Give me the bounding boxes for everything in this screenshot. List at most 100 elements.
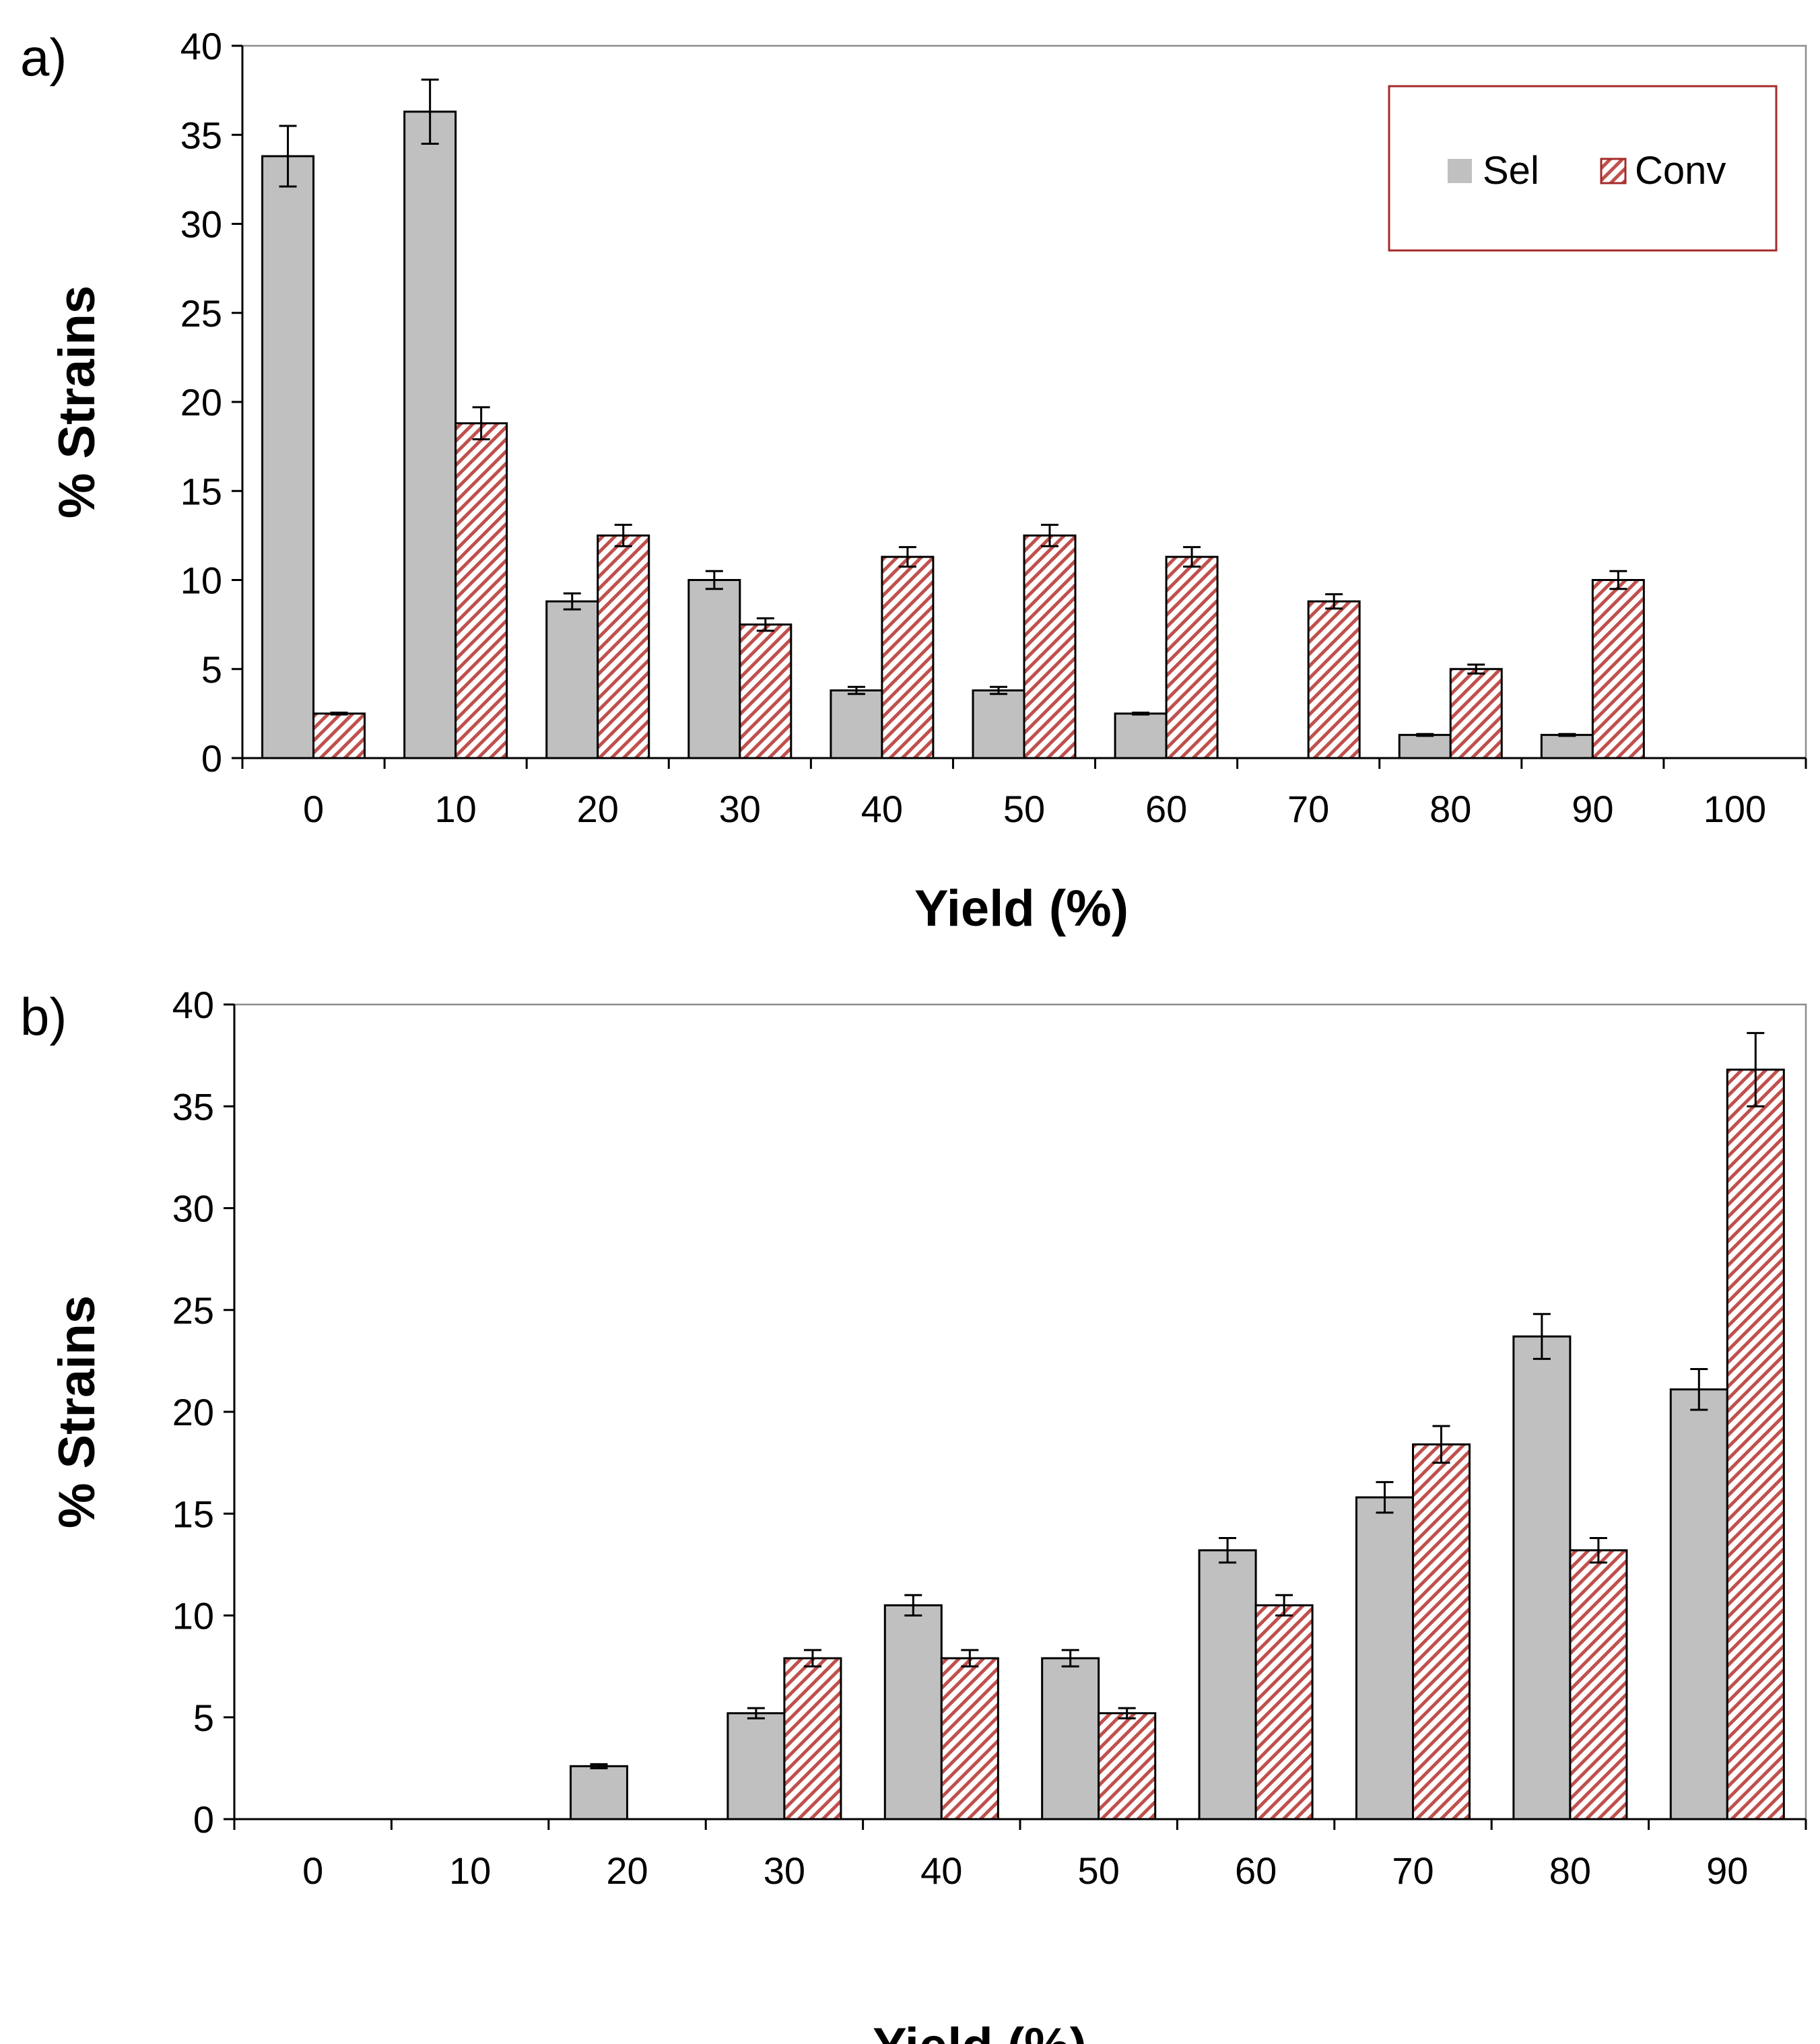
bar-sel [1669,1388,1728,1820]
bar-conv [454,422,508,759]
y-axis-title-a: % Strains [48,285,106,518]
x-axis-a: 0 10 20 30 40 50 60 70 80 90 100 [241,757,1807,830]
bar-conv [1569,1549,1628,1820]
legend-swatch-conv [1600,158,1627,184]
error-bar-sel [1532,1313,1551,1360]
bars-b [569,1031,1785,1820]
bar-sel [727,1712,786,1820]
panel-label-b: b) [20,987,67,1046]
x-tick-label: 30 [764,1849,805,1892]
error-bar-conv [961,1649,979,1668]
bar-sel [1398,734,1452,759]
error-bar-conv [803,1649,821,1668]
error-bar-conv [1325,593,1343,610]
bar-sel [1355,1496,1414,1820]
x-tick-label: 90 [1572,788,1613,830]
x-tick-label: 10 [434,788,476,830]
bar-conv [1098,1712,1157,1820]
bar-conv [739,623,793,759]
bar-sel [1114,712,1168,759]
error-bar-sel [705,570,723,590]
y-axis-title-b: % Strains [48,1295,106,1528]
x-tick-label: 80 [1429,788,1471,830]
error-bar-conv [472,406,490,441]
bar-conv [1023,534,1077,759]
bar-conv [783,1657,842,1820]
error-bar-conv [1118,1707,1136,1719]
x-tick-label: 20 [577,788,619,830]
error-bar-sel [1558,733,1576,737]
bar-sel [1512,1335,1572,1820]
error-bar-conv [1747,1031,1765,1108]
error-bar-sel [990,685,1008,695]
y-tick-label: 25 [180,292,222,335]
bar-conv [312,712,366,759]
bar-sel [883,1604,943,1820]
legend-swatch-sel [1448,159,1472,183]
x-tick-label: 70 [1392,1849,1434,1892]
error-bar-conv [1040,524,1058,547]
bar-sel [569,1765,629,1820]
x-tick-label: 10 [449,1849,491,1892]
x-axis-title-b: Yield (%) [873,2018,1087,2044]
bar-sel [1198,1549,1257,1820]
x-tick-label: 20 [606,1849,648,1892]
bar-conv [881,555,935,759]
bar-conv [1449,668,1503,759]
error-bar-sel [1061,1649,1079,1668]
x-tick-label: 90 [1706,1849,1748,1892]
error-bar-conv [1275,1594,1293,1616]
x-tick-label: 60 [1145,788,1187,830]
x-tick-label: 80 [1549,1849,1591,1892]
legend-label-sel: Sel [1483,149,1539,193]
error-bar-sel [747,1707,765,1719]
bar-conv [940,1657,999,1820]
error-bar-sel [590,1763,608,1769]
bar-sel [403,110,457,759]
error-bar-sel [279,125,297,188]
y-tick-label: 40 [180,25,222,67]
panel-label-a: a) [20,28,67,87]
error-bar-conv [1183,546,1201,568]
error-bar-conv [330,712,348,716]
error-bar-conv [898,546,916,568]
bar-conv [1726,1068,1785,1820]
bar-conv [597,534,650,759]
y-tick-label: 10 [172,1595,214,1637]
x-tick-label: 70 [1287,788,1329,830]
x-tick-label: 0 [303,788,324,830]
x-tick-label: 40 [920,1849,962,1892]
bar-conv [1412,1443,1471,1820]
y-tick-label: 35 [180,114,222,156]
y-axis-b: 0 5 10 15 20 25 30 35 40 [172,984,236,1841]
y-axis-a: 0 5 10 15 20 25 30 35 40 [180,25,244,780]
y-tick-label: 0 [193,1798,214,1841]
error-bar-sel [1376,1480,1394,1514]
bar-sel [830,689,883,759]
y-tick-label: 20 [172,1391,214,1433]
y-tick-label: 5 [201,648,222,691]
error-bar-sel [847,685,865,695]
error-bar-sel [1219,1537,1237,1564]
bar-conv [1254,1604,1314,1820]
bars-a [261,78,1645,759]
error-bar-sel [421,78,439,145]
y-tick-label: 5 [193,1697,214,1739]
error-bar-conv [1432,1425,1450,1464]
error-bar-conv [1609,570,1627,590]
x-tick-label: 40 [861,788,903,830]
bar-sel [972,689,1025,759]
chart-panel-a: a) 0 5 10 15 20 25 30 35 40 0 10 20 30 40 50 60 70 80 90 1… [20,25,1807,937]
error-bar-conv [1467,663,1485,675]
error-bar-sel [1690,1367,1708,1411]
x-tick-label: 100 [1704,788,1766,830]
bar-sel [261,155,315,759]
bar-sel [545,600,599,759]
x-tick-label: 60 [1235,1849,1277,1892]
y-tick-label: 30 [172,1188,214,1230]
error-bar-conv [1589,1537,1607,1564]
legend: Sel Conv [1388,85,1778,252]
error-bar-conv [614,524,632,547]
